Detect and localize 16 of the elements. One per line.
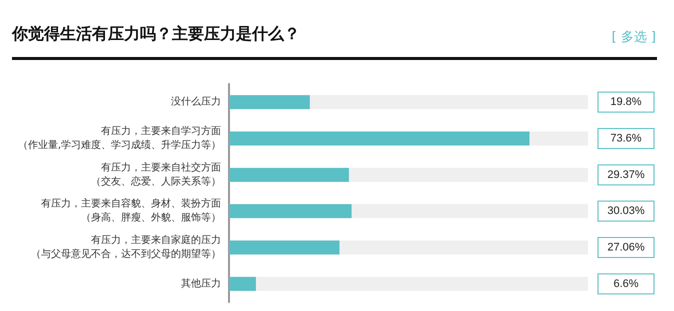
y-tick-label: 有压力，主要来自家庭的压力（与父母意见不合，达不到父母的期望等） — [31, 234, 221, 260]
y-tick-label: 有压力，主要来自容貌、身材、装扮方面（身高、胖瘦、外貌、服饰等） — [41, 198, 221, 224]
data-label: 6.6% — [613, 278, 639, 290]
y-tick-label: 有压力，主要来自社交方面（交友、恋爱、人际关系等） — [91, 161, 221, 188]
data-label: 30.03% — [607, 205, 645, 218]
bar — [229, 95, 310, 110]
y-tick-label: 没什么压力 — [171, 96, 221, 108]
y-tick-label: 有压力，主要来自学习方面（作业量,学习难度、学习成绩、升学压力等） — [18, 125, 221, 151]
text: [ 多选 ] — [612, 29, 656, 46]
data-label: 27.06% — [607, 242, 645, 254]
y-tick-label: 其他压力 — [181, 277, 221, 290]
data-label: 29.37% — [607, 168, 645, 181]
chart-title: 你觉得生活有压力吗？主要压力是什么？ — [12, 24, 300, 45]
bar — [229, 276, 256, 291]
data-label: 73.6% — [610, 132, 642, 144]
data-label: 19.8% — [610, 96, 642, 108]
